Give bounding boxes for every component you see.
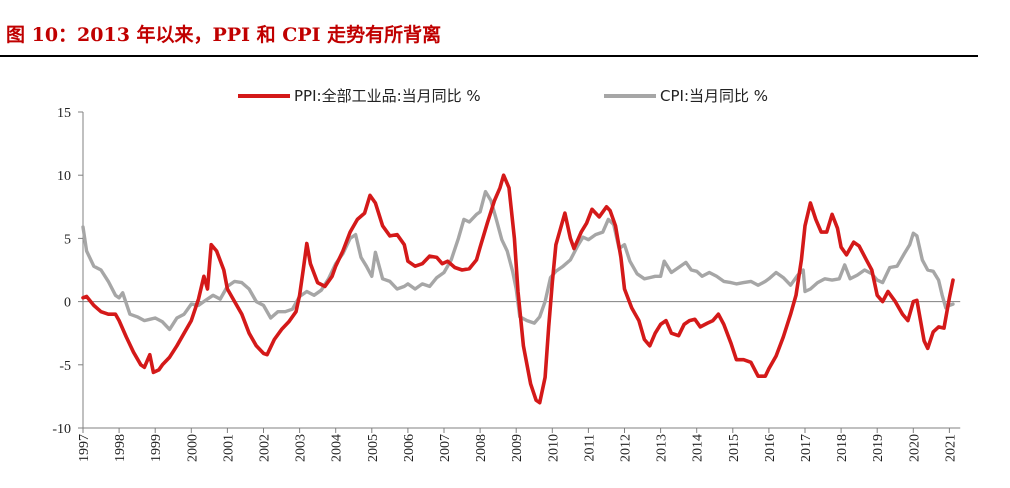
x-tick-label: 2016 [763,434,778,462]
legend-label-cpi: CPI:当月同比 % [660,87,768,105]
x-tick-label: 2013 [655,434,670,462]
x-tick-label: 2001 [221,434,236,462]
y-tick-label: -5 [59,359,71,374]
x-tick-label: 2000 [185,434,200,462]
x-tick-label: 2008 [474,434,489,462]
y-tick-label: 10 [57,169,71,184]
x-tick-label: 2009 [510,434,525,462]
x-tick-label: 2010 [546,434,561,462]
x-tick-label: 2019 [871,434,886,462]
x-tick-label: 2002 [258,434,273,462]
legend-label-ppi: PPI:全部工业品:当月同比 % [294,87,481,105]
y-tick-label: 15 [57,106,71,121]
series-line-ppi [81,173,955,405]
x-tick-label: 2007 [438,434,453,462]
x-tick-label: 2020 [907,434,922,462]
x-tick-label: 2003 [294,434,309,462]
y-tick-label: 5 [64,232,71,247]
y-tick-label: 0 [64,296,71,311]
x-tick-label: 2014 [691,434,706,462]
x-tick-label: 2004 [330,434,345,462]
chart-title: 图 10：2013 年以来，PPI 和 CPI 走势有所背离 [6,24,442,46]
x-tick-label: 2021 [943,434,958,462]
title-divider [0,55,978,57]
x-tick-label: 2005 [366,434,381,462]
x-tick-label: 1997 [77,434,92,462]
x-tick-label: 2006 [402,434,417,462]
axes: -10 -5 0 5 10 15 1997 1998 1999 2000 2001 2002 2003 2… [52,106,961,462]
y-tick-label: -10 [52,422,71,437]
x-tick-label: 2017 [799,434,814,462]
x-tick-label: 1999 [149,434,164,462]
series-layer [81,173,955,405]
x-tick-label: 2011 [582,434,597,461]
x-tick-label: 2018 [835,434,850,462]
x-tick-label: 2012 [619,434,634,462]
x-tick-label: 1998 [113,434,128,462]
x-tick-label: 2015 [727,434,742,462]
legend: PPI:全部工业品:当月同比 % CPI:当月同比 % [238,87,768,105]
series-line-cpi [81,189,955,332]
